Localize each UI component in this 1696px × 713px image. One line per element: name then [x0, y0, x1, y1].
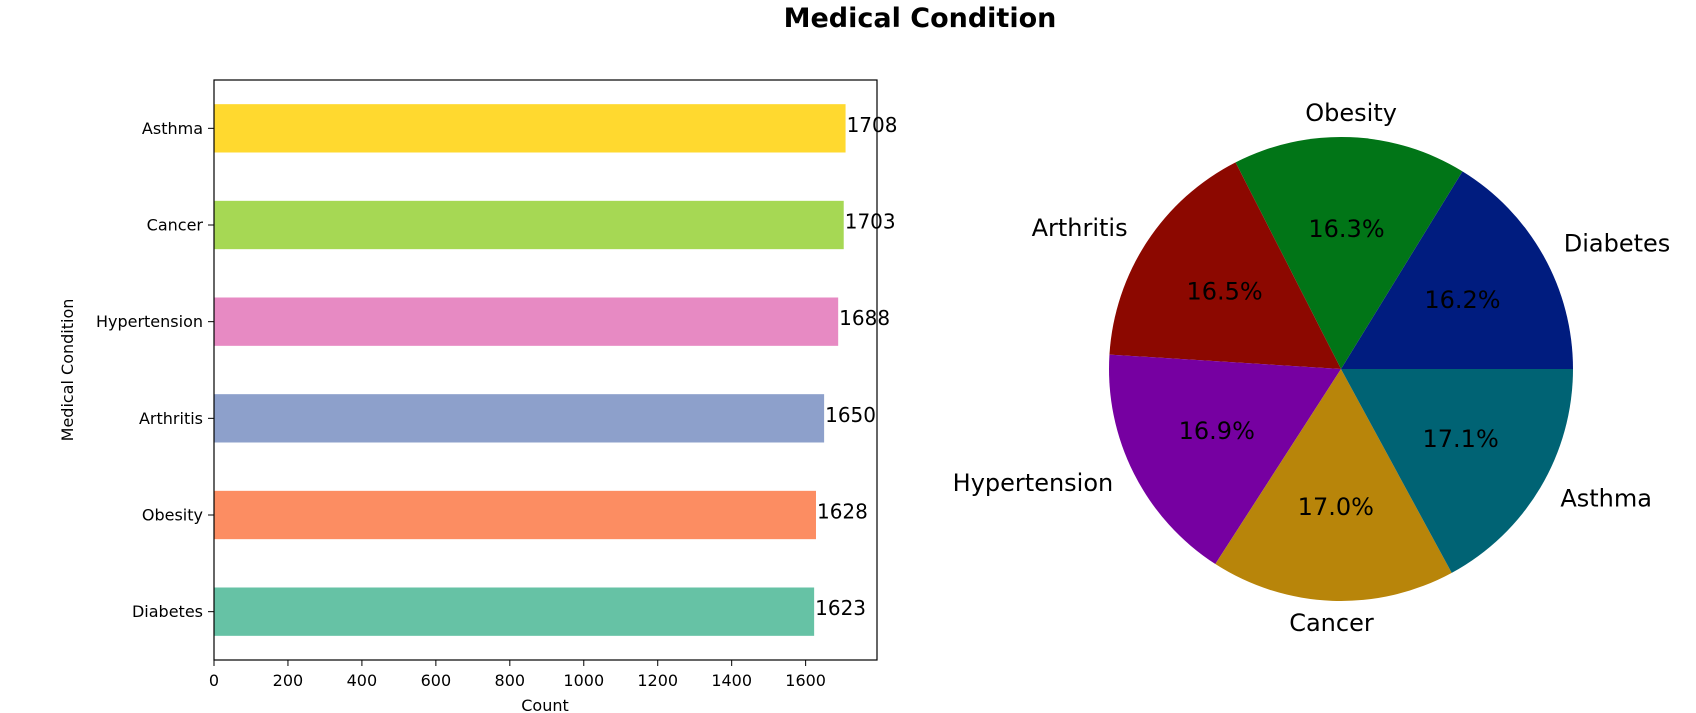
bar-cancer	[214, 200, 844, 250]
bar-value-label-hypertension: 1688	[839, 306, 890, 330]
pie-slice-cancer	[1215, 369, 1452, 602]
pie-percent-obesity: 16.3%	[1308, 215, 1384, 243]
x-tick-label-1200: 1200	[637, 671, 678, 690]
pie-slice-diabetes	[1341, 171, 1573, 369]
bar-arthritis	[214, 394, 825, 443]
bar-value-label-diabetes: 1623	[815, 596, 866, 620]
pie-chart: Diabetes Obesity Arthritis Hypertension Canc…	[953, 99, 1671, 637]
bar-value-label-arthritis: 1650	[825, 403, 876, 427]
bar-x-axis-label: Count	[521, 696, 569, 713]
bar-chart: 1623 1628 1650 1688 1703 1708 Diabetes Obesity…	[58, 79, 897, 713]
pie-label-hypertension: Hypertension	[953, 469, 1114, 497]
x-tick-label-0: 0	[209, 671, 219, 690]
pie-percent-cancer: 17.0%	[1298, 493, 1374, 521]
pie-slice-asthma	[1341, 369, 1573, 573]
pie-percent-diabetes: 16.2%	[1424, 286, 1500, 314]
pie-percent-hypertension: 16.9%	[1179, 417, 1255, 445]
x-tick-label-1600: 1600	[785, 671, 826, 690]
bar-axes-frame	[213, 79, 878, 661]
pie-percent-asthma: 17.1%	[1423, 425, 1499, 453]
x-tick-label-800: 800	[495, 671, 526, 690]
y-tick-label-arthritis: Arthritis	[139, 409, 203, 428]
pie-percent-labels: 16.2% 16.3% 16.5% 16.9% 17.0% 17.1%	[1179, 215, 1501, 521]
bar-diabetes	[214, 587, 815, 636]
bar-hypertension	[214, 297, 839, 346]
pie-wedges	[1109, 137, 1573, 602]
x-tick-label-1400: 1400	[711, 671, 752, 690]
bar-x-ticks: 0 200 400 600 800 1000 1200 1400 1600	[209, 660, 826, 690]
bar-value-label-obesity: 1628	[817, 500, 868, 524]
pie-labels: Diabetes Obesity Arthritis Hypertension Canc…	[953, 99, 1671, 637]
bar-obesity	[214, 490, 816, 540]
bar-y-ticks: Diabetes Obesity Arthritis Hypertension Canc…	[96, 119, 214, 621]
y-tick-label-obesity: Obesity	[142, 506, 203, 525]
pie-slice-arthritis	[1109, 162, 1341, 369]
bar-value-label-asthma: 1708	[847, 113, 898, 137]
y-tick-label-cancer: Cancer	[147, 216, 204, 235]
bar-y-axis-label: Medical Condition	[58, 299, 77, 442]
y-tick-label-hypertension: Hypertension	[96, 312, 203, 331]
pie-label-diabetes: Diabetes	[1564, 229, 1671, 257]
pie-label-cancer: Cancer	[1289, 609, 1374, 637]
bar-asthma	[214, 104, 846, 153]
y-tick-label-diabetes: Diabetes	[132, 602, 203, 621]
pie-percent-arthritis: 16.5%	[1186, 278, 1262, 306]
pie-slice-hypertension	[1109, 354, 1341, 565]
bar-series	[214, 104, 846, 636]
bar-value-label-cancer: 1703	[845, 210, 896, 234]
x-tick-label-600: 600	[421, 671, 452, 690]
pie-label-arthritis: Arthritis	[1032, 214, 1128, 242]
figure-title: Medical Condition	[784, 3, 1057, 34]
y-tick-label-asthma: Asthma	[142, 119, 203, 138]
pie-slice-obesity	[1235, 137, 1463, 369]
pie-label-asthma: Asthma	[1560, 484, 1652, 512]
x-tick-label-1000: 1000	[563, 671, 604, 690]
x-tick-label-200: 200	[273, 671, 304, 690]
x-tick-label-400: 400	[347, 671, 378, 690]
pie-label-obesity: Obesity	[1305, 99, 1397, 127]
bar-data-labels: 1623 1628 1650 1688 1703 1708	[815, 113, 897, 620]
